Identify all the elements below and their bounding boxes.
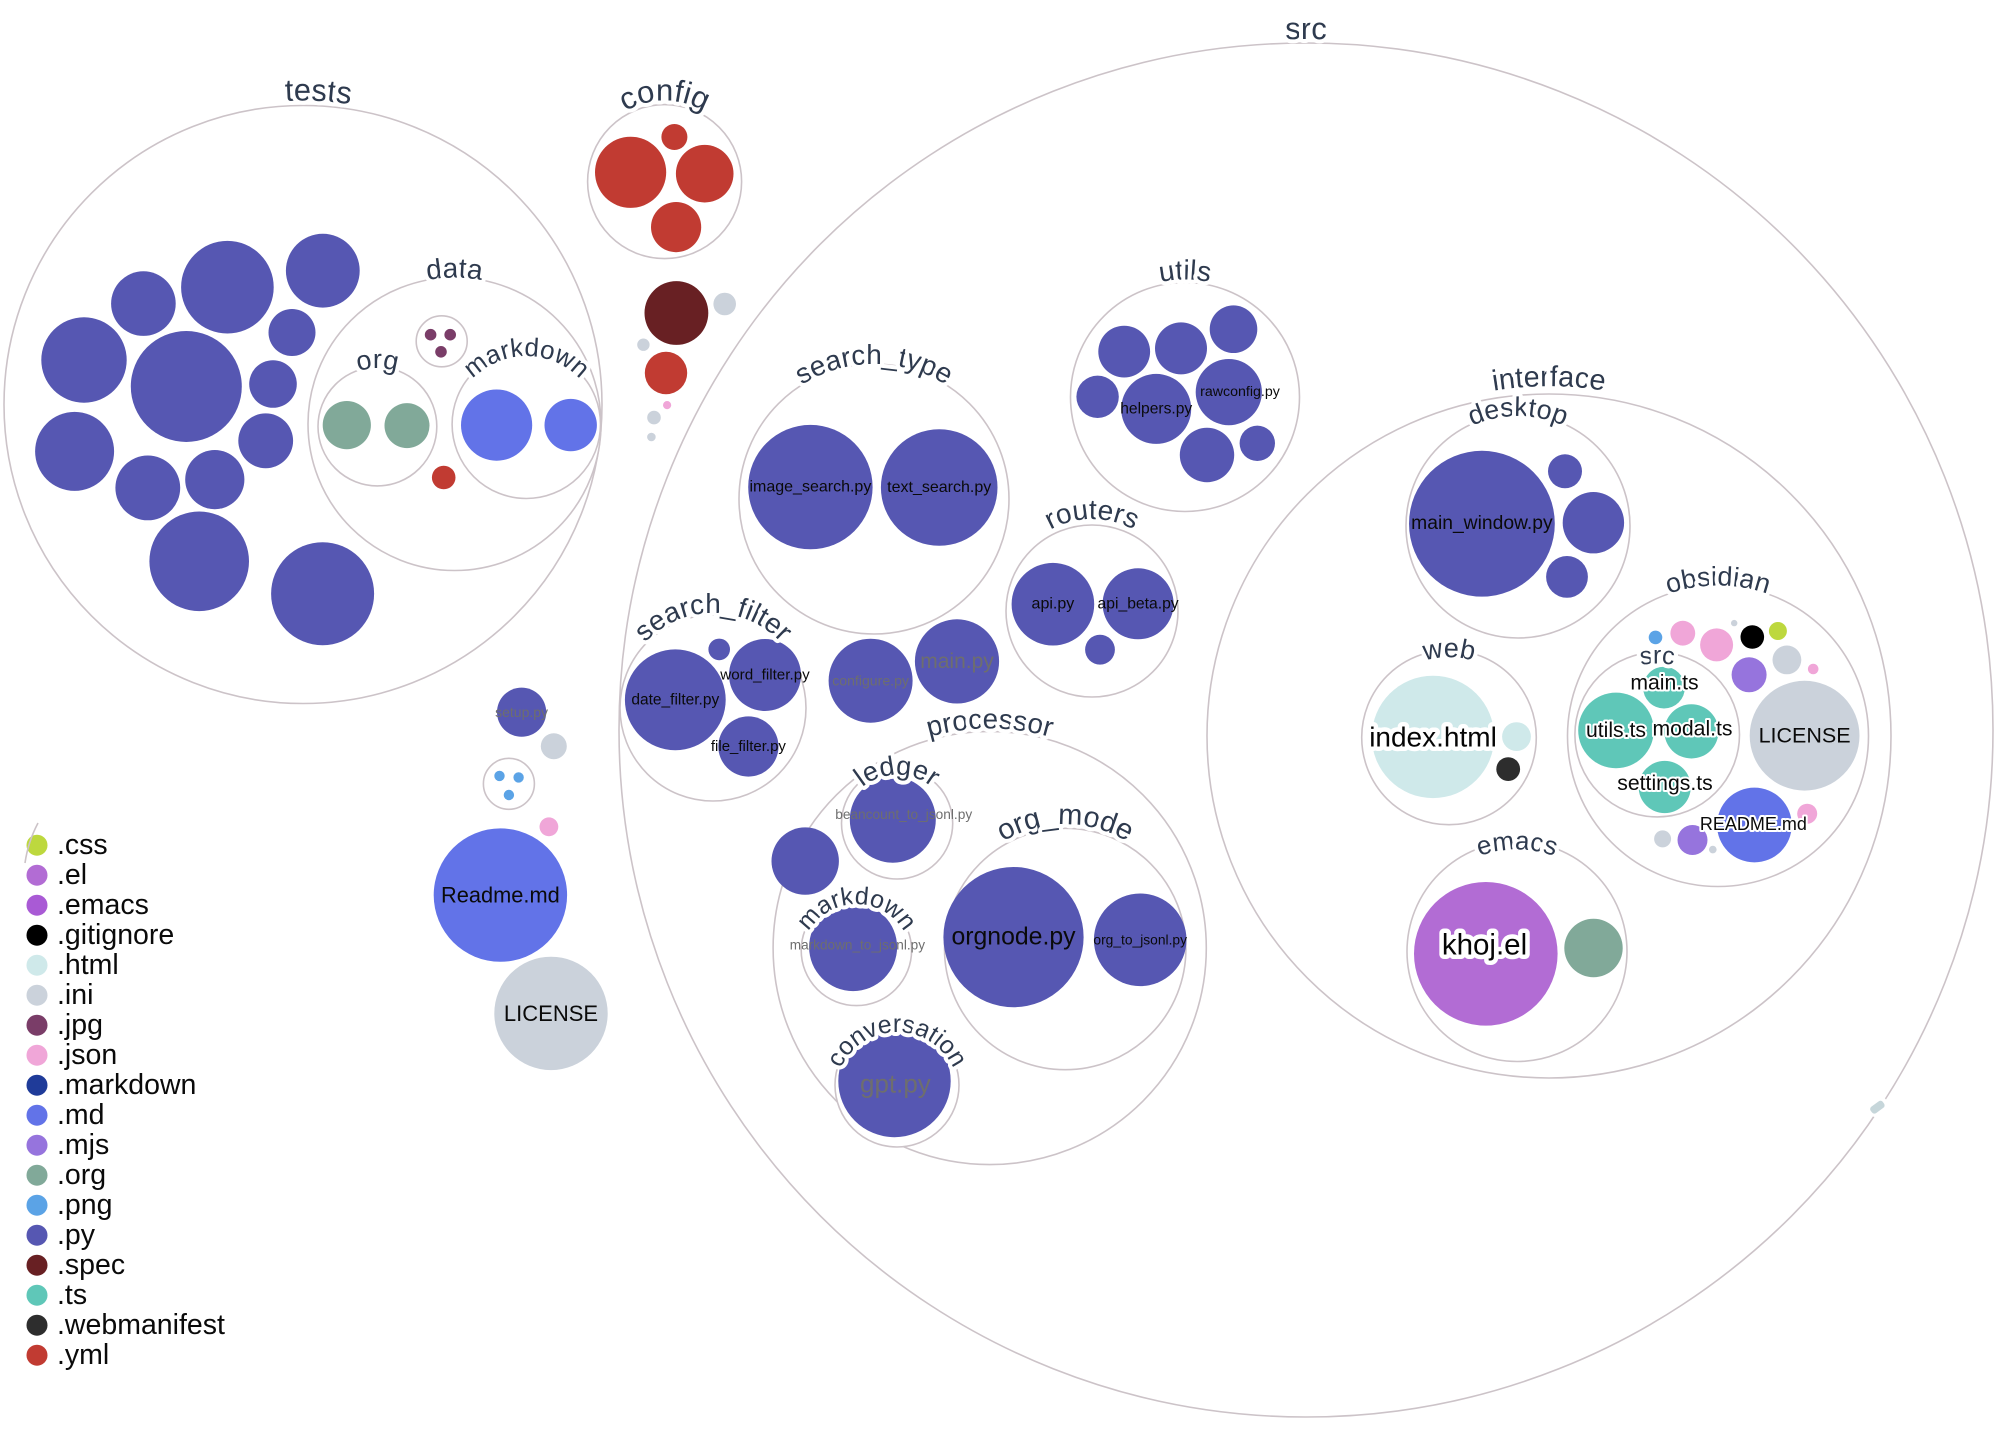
svg-text:markdown_to_jsonl.py: markdown_to_jsonl.py xyxy=(790,938,925,953)
svg-text:khoj.el: khoj.el xyxy=(1442,929,1527,962)
svg-text:configure.py: configure.py xyxy=(832,673,910,689)
svg-text:api_beta.py: api_beta.py xyxy=(1098,595,1179,612)
svg-text:src: src xyxy=(1638,641,1677,670)
svg-text:org_to_jsonl.py: org_to_jsonl.py xyxy=(1093,932,1187,947)
svg-text:.json: .json xyxy=(57,1039,117,1071)
svg-text:gpt.py: gpt.py xyxy=(860,1069,931,1099)
svg-text:file_filter.py: file_filter.py xyxy=(711,738,787,755)
svg-text:LICENSE: LICENSE xyxy=(1759,724,1851,748)
svg-text:org: org xyxy=(353,344,401,377)
svg-text:beancount_to_jsonl.py: beancount_to_jsonl.py xyxy=(835,807,972,822)
svg-text:.md: .md xyxy=(57,1099,105,1131)
svg-text:.el: .el xyxy=(57,859,87,891)
svg-text:src: src xyxy=(1285,11,1327,46)
svg-text:setup.py: setup.py xyxy=(495,704,548,720)
svg-text:modal.ts: modal.ts xyxy=(1652,718,1732,741)
svg-text:LICENSE: LICENSE xyxy=(504,1001,598,1026)
svg-text:interface: interface xyxy=(1490,361,1608,397)
svg-text:.org: .org xyxy=(57,1159,106,1191)
svg-text:.ini: .ini xyxy=(57,979,93,1011)
svg-text:rawconfig.py: rawconfig.py xyxy=(1200,384,1281,400)
svg-text:web: web xyxy=(1419,633,1478,666)
svg-text:text_search.py: text_search.py xyxy=(887,479,991,496)
svg-text:settings.ts: settings.ts xyxy=(1617,772,1712,795)
svg-text:.gitignore: .gitignore xyxy=(57,919,174,951)
svg-text:api.py: api.py xyxy=(1032,596,1075,613)
svg-text:tests: tests xyxy=(284,72,354,111)
svg-text:.mjs: .mjs xyxy=(57,1129,109,1161)
svg-text:date_filter.py: date_filter.py xyxy=(631,691,719,708)
svg-text:.spec: .spec xyxy=(57,1249,125,1281)
svg-text:helpers.py: helpers.py xyxy=(1120,400,1192,417)
svg-text:main.py: main.py xyxy=(920,650,994,673)
svg-text:utils: utils xyxy=(1157,254,1214,287)
svg-text:main_window.py: main_window.py xyxy=(1411,513,1553,534)
svg-text:.yml: .yml xyxy=(57,1339,109,1371)
svg-text:.ts: .ts xyxy=(57,1279,87,1311)
svg-text:image_search.py: image_search.py xyxy=(749,479,871,496)
svg-text:Readme.md: Readme.md xyxy=(441,883,560,908)
svg-text:.emacs: .emacs xyxy=(57,889,149,921)
svg-text:.markdown: .markdown xyxy=(57,1069,196,1101)
svg-text:README.md: README.md xyxy=(1700,814,1807,834)
svg-text:word_filter.py: word_filter.py xyxy=(719,667,810,684)
svg-text:index.html: index.html xyxy=(1369,721,1497,752)
svg-text:main.ts: main.ts xyxy=(1630,672,1698,695)
svg-text:utils.ts: utils.ts xyxy=(1586,719,1646,742)
svg-text:.html: .html xyxy=(57,949,119,981)
svg-text:.png: .png xyxy=(57,1189,112,1221)
svg-text:.jpg: .jpg xyxy=(57,1009,103,1041)
svg-text:.webmanifest: .webmanifest xyxy=(57,1309,225,1341)
svg-text:data: data xyxy=(424,252,485,285)
svg-text:orgnode.py: orgnode.py xyxy=(951,924,1076,951)
svg-text:.py: .py xyxy=(57,1219,96,1251)
svg-text:.css: .css xyxy=(57,829,108,861)
